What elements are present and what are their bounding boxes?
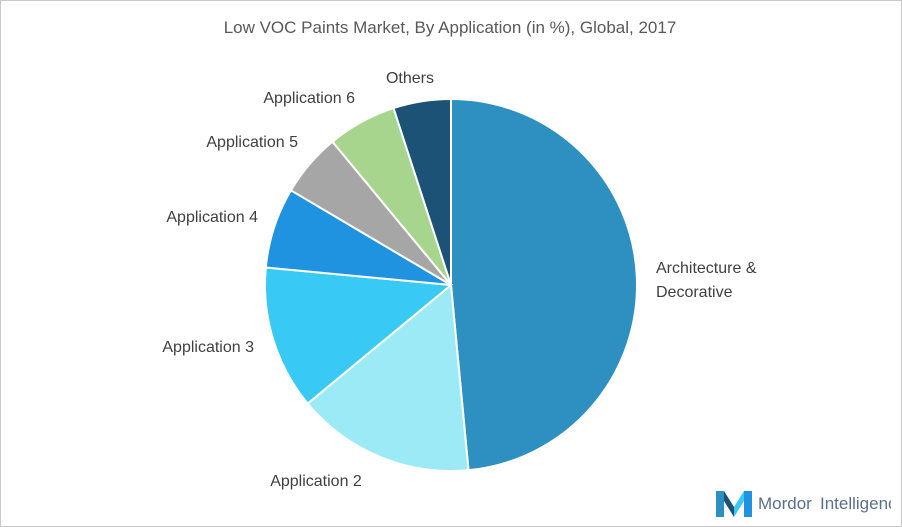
chart-title: Low VOC Paints Market, By Application (i…	[223, 18, 677, 37]
logo-text-intelligence: Intelligence	[820, 494, 891, 513]
pie-slice-1	[306, 283, 470, 472]
logo-text-mordor: Mordor	[758, 494, 812, 513]
pie-slice-6	[392, 97, 452, 286]
pie-slice-2	[264, 266, 454, 405]
mordor-intelligence-logo: Mordor Intelligence	[716, 491, 891, 517]
slice-label-2: Application 3	[162, 339, 254, 356]
slice-labels: Architecture & Decorative Application 2 App…	[162, 70, 756, 490]
slice-label-5: Application 6	[263, 90, 355, 107]
slice-label-4: Application 5	[206, 134, 298, 151]
slice-label-0: Architecture & Decorative	[656, 260, 757, 301]
pie-slices	[264, 97, 638, 472]
slice-label-1: Application 2	[270, 473, 362, 490]
slice-label-3: Application 4	[166, 209, 258, 226]
logo-mark-icon	[716, 491, 752, 517]
pie-slice-0	[450, 97, 638, 472]
slice-label-6: Others	[386, 70, 434, 87]
